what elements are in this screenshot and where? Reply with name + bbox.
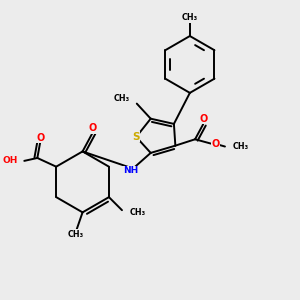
Text: O: O — [199, 114, 207, 124]
Text: NH: NH — [123, 167, 138, 176]
Text: CH₃: CH₃ — [232, 142, 248, 151]
Text: O: O — [211, 139, 219, 148]
Text: CH₃: CH₃ — [182, 13, 198, 22]
Text: O: O — [36, 133, 44, 143]
Text: CH₃: CH₃ — [129, 208, 146, 217]
Text: CH₃: CH₃ — [68, 230, 84, 239]
Text: O: O — [88, 123, 97, 133]
Text: S: S — [133, 132, 140, 142]
Text: CH₃: CH₃ — [113, 94, 130, 103]
Text: OH: OH — [2, 156, 18, 165]
